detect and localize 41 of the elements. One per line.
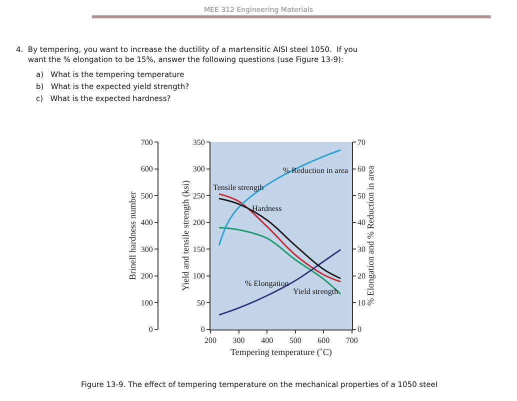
y2-tick-label: 30 <box>358 244 366 254</box>
y3-tick-label: 700 <box>140 138 153 147</box>
y2-tick-label: 50 <box>358 191 366 200</box>
y3-tick-label: 100 <box>140 298 153 308</box>
y2-tick-label: 40 <box>358 218 366 228</box>
y-tick-label: 100 <box>192 272 205 281</box>
x-tick-label: 400 <box>261 336 274 345</box>
y2-tick-label: 70 <box>358 138 366 147</box>
x-tick-label: 300 <box>232 336 245 345</box>
x-tick-label: 200 <box>204 336 217 345</box>
y-tick-label: 200 <box>192 218 205 228</box>
y2-axis-title: % Elongation and % Reduction in area <box>366 166 376 306</box>
y3-tick-label: 600 <box>140 164 153 174</box>
y3-tick-label: 500 <box>140 191 153 200</box>
y-tick-label: 350 <box>192 138 205 147</box>
y3-tick-label: 300 <box>140 244 153 254</box>
y-tick-label: 50 <box>196 298 205 308</box>
x-tick-label: 700 <box>346 336 358 345</box>
x-tick-label: 500 <box>289 336 302 345</box>
line-series <box>218 226 342 295</box>
series-label: Tensile strength <box>213 183 264 192</box>
y2-tick-label: 60 <box>358 164 366 174</box>
series-label: Hardness <box>252 204 282 213</box>
y2-tick-label: 0 <box>358 325 362 334</box>
x-tick-label: 600 <box>318 336 330 345</box>
y3-tick-label: 200 <box>140 272 153 281</box>
y3-tick-label: 0 <box>148 325 153 334</box>
line-series <box>218 248 342 316</box>
y3-tick-label: 400 <box>140 218 153 228</box>
series-label: % Elongation <box>245 279 289 288</box>
y-tick-label: 250 <box>192 191 205 200</box>
y2-tick-label: 10 <box>358 298 366 308</box>
y2-tick-label: 20 <box>358 272 366 281</box>
y3-axis-title: Brinell hardness number <box>127 191 138 280</box>
series-label: % Reduction in area <box>283 166 349 175</box>
x-axis-title: Tempering temperature (˚C) <box>230 346 332 357</box>
y-axis-title: Yield and tensile strength (ksi) <box>180 180 190 291</box>
y-tick-label: 300 <box>192 164 205 174</box>
y-tick-label: 150 <box>192 244 205 254</box>
y-tick-label: 0 <box>200 325 205 334</box>
series-label: Yield strength <box>293 287 338 296</box>
